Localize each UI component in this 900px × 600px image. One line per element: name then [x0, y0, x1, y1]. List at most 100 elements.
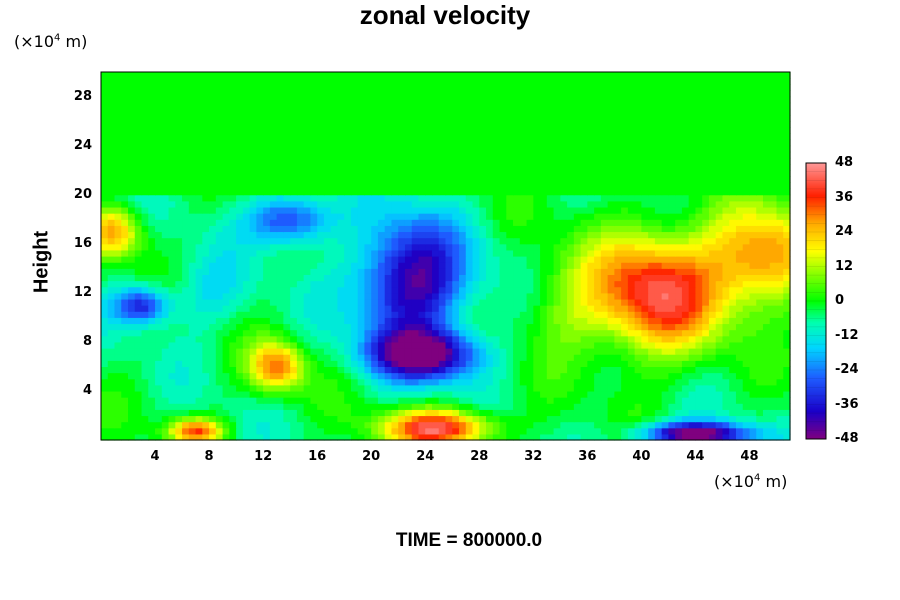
heatmap-cell: [168, 329, 176, 337]
heatmap-cell: [452, 323, 460, 331]
heatmap-cell: [209, 298, 217, 306]
heatmap-cell: [161, 427, 170, 435]
heatmap-cell: [722, 219, 730, 226]
heatmap-cell: [465, 329, 474, 337]
heatmap-cell: [702, 256, 710, 263]
heatmap-cell: [337, 262, 345, 269]
heatmap-cell: [357, 305, 366, 312]
heatmap-cell: [168, 298, 176, 306]
heatmap-cell: [479, 323, 487, 331]
heatmap-cell: [215, 225, 224, 233]
heatmap-cell: [756, 237, 764, 245]
heatmap-cell: [371, 286, 379, 294]
heatmap-cell: [256, 274, 264, 282]
heatmap-cell: [290, 139, 298, 147]
heatmap-cell: [175, 427, 183, 435]
heatmap-cell: [499, 268, 507, 275]
heatmap-cell: [357, 164, 366, 171]
heatmap-cell: [722, 268, 730, 275]
heatmap-cell: [323, 280, 332, 288]
heatmap-cell: [296, 298, 305, 306]
heatmap-cell: [607, 384, 615, 392]
heatmap-cell: [648, 348, 656, 355]
heatmap-cell: [438, 427, 447, 435]
heatmap-cell: [621, 329, 629, 337]
heatmap-cell: [695, 372, 703, 380]
heatmap-cell: [742, 433, 751, 441]
heatmap-cell: [756, 170, 764, 177]
heatmap-cell: [128, 292, 136, 300]
heatmap-cell: [769, 366, 778, 374]
heatmap-cell: [283, 341, 291, 349]
heatmap-cell: [101, 249, 109, 257]
heatmap-cell: [702, 139, 710, 147]
heatmap-cell: [101, 256, 109, 263]
heatmap-cell: [236, 268, 244, 275]
heatmap-cell: [675, 219, 683, 226]
heatmap-cell: [283, 292, 291, 300]
heatmap-cell: [627, 366, 636, 374]
heatmap-cell: [101, 145, 109, 153]
heatmap-cell: [202, 323, 210, 331]
heatmap-cell: [128, 305, 136, 312]
heatmap-cell: [459, 188, 467, 196]
heatmap-cell: [742, 390, 751, 398]
heatmap-cell: [276, 354, 284, 361]
heatmap-cell: [486, 182, 494, 190]
heatmap-cell: [155, 151, 163, 159]
heatmap-cell: [519, 231, 528, 239]
heatmap-cell: [472, 360, 480, 367]
heatmap-cell: [506, 366, 514, 374]
heatmap-cell: [431, 151, 440, 159]
heatmap-cell: [121, 286, 129, 294]
heatmap-cell: [519, 194, 528, 202]
heatmap-cell: [708, 390, 717, 398]
heatmap-cell: [202, 182, 210, 190]
heatmap-cell: [465, 219, 474, 226]
heatmap-cell: [107, 433, 116, 441]
heatmap-cell: [155, 157, 163, 165]
heatmap-cell: [317, 176, 325, 183]
heatmap-cell: [526, 305, 534, 312]
heatmap-cell: [121, 421, 129, 429]
heatmap-cell: [654, 372, 663, 380]
heatmap-cell: [317, 341, 325, 349]
heatmap-cell: [762, 378, 771, 386]
heatmap-cell: [533, 403, 541, 410]
heatmap-cell: [519, 292, 528, 300]
heatmap-cell: [573, 390, 582, 398]
heatmap-cell: [567, 237, 575, 245]
heatmap-cell: [526, 298, 534, 306]
heatmap-cell: [681, 335, 690, 343]
heatmap-cell: [330, 268, 339, 275]
heatmap-cell: [350, 403, 359, 410]
heatmap-cell: [614, 206, 622, 214]
heatmap-cell: [553, 311, 561, 318]
heatmap-cell: [472, 329, 480, 337]
heatmap-cell: [702, 335, 710, 343]
heatmap-cell: [654, 384, 663, 392]
heatmap-cell: [317, 188, 325, 196]
heatmap-cell: [148, 329, 156, 337]
heatmap-cell: [729, 262, 737, 269]
heatmap-cell: [654, 415, 663, 423]
heatmap-cell: [175, 329, 183, 337]
heatmap-cell: [418, 421, 426, 429]
heatmap-cell: [303, 256, 311, 263]
heatmap-cell: [702, 421, 710, 429]
heatmap-cell: [256, 335, 264, 343]
heatmap-cell: [195, 237, 203, 245]
heatmap-cell: [357, 151, 366, 159]
heatmap-cell: [459, 249, 467, 257]
heatmap-cell: [188, 176, 197, 183]
heatmap-cell: [438, 145, 447, 153]
heatmap-cell: [702, 409, 710, 417]
heatmap-cell: [762, 415, 771, 423]
heatmap-cell: [418, 188, 426, 196]
heatmap-cell: [357, 280, 366, 288]
heatmap-cell: [249, 188, 257, 196]
heatmap-cell: [330, 403, 339, 410]
heatmap-cell: [263, 433, 271, 441]
heatmap-cell: [161, 280, 170, 288]
heatmap-cell: [627, 415, 636, 423]
